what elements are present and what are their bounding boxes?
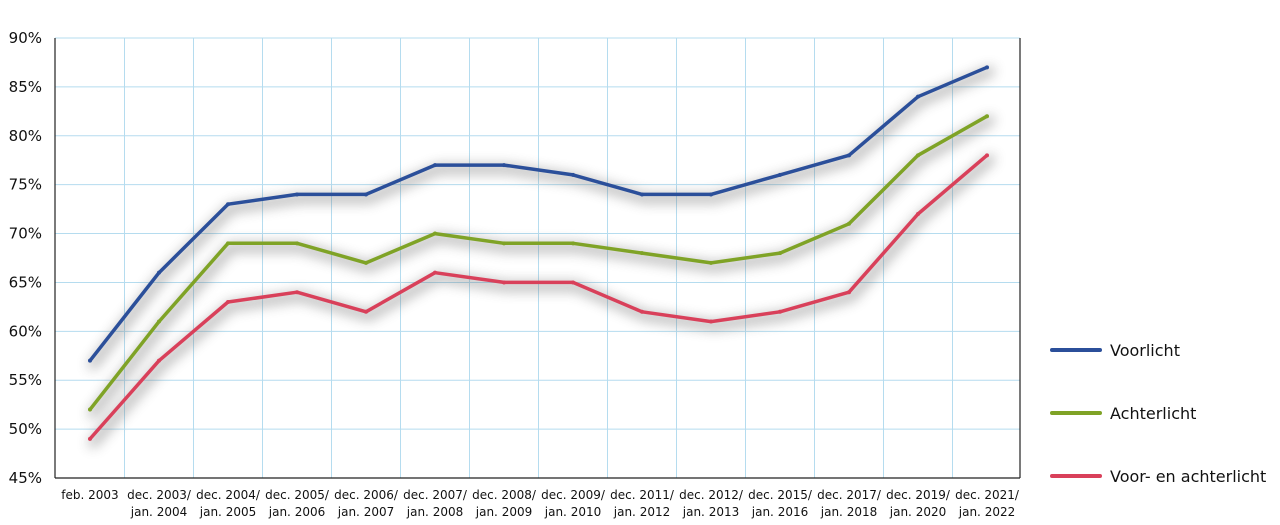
data-point bbox=[571, 241, 575, 246]
data-point bbox=[88, 436, 92, 441]
data-point bbox=[916, 153, 920, 158]
x-tick-label: dec. 2006/jan. 2007 bbox=[334, 488, 399, 519]
data-point bbox=[640, 309, 644, 314]
series-lines bbox=[88, 65, 989, 441]
x-tick-label: dec. 2012/jan. 2013 bbox=[679, 488, 744, 519]
data-point bbox=[502, 163, 506, 168]
data-point bbox=[295, 290, 299, 295]
legend-label: Voorlicht bbox=[1110, 341, 1180, 360]
x-tick-label: dec. 2005/jan. 2006 bbox=[265, 488, 330, 519]
series-shadow bbox=[88, 66, 995, 370]
data-point bbox=[157, 270, 161, 275]
y-tick-label: 70% bbox=[9, 225, 42, 243]
y-tick-label: 85% bbox=[9, 78, 42, 96]
legend-label: Achterlicht bbox=[1110, 404, 1196, 423]
x-tick-label: dec. 2019/jan. 2020 bbox=[886, 488, 951, 519]
x-tick-label: dec. 2008/jan. 2009 bbox=[472, 488, 537, 519]
data-point bbox=[295, 192, 299, 197]
x-tick-label: feb. 2003 bbox=[61, 488, 118, 502]
data-point bbox=[226, 300, 230, 304]
data-point bbox=[88, 358, 92, 363]
data-point bbox=[433, 163, 437, 168]
y-tick-label: 60% bbox=[9, 322, 42, 340]
data-point bbox=[88, 407, 92, 412]
y-tick-label: 75% bbox=[9, 176, 42, 194]
x-tick-label: dec. 2009/jan. 2010 bbox=[541, 488, 606, 519]
data-point bbox=[640, 192, 644, 197]
data-point bbox=[916, 94, 920, 99]
y-tick-label: 55% bbox=[9, 371, 42, 389]
data-point bbox=[985, 114, 989, 119]
data-point bbox=[157, 358, 161, 363]
data-point bbox=[916, 212, 920, 216]
data-point bbox=[502, 241, 506, 246]
series-shadow bbox=[88, 115, 995, 419]
data-point bbox=[295, 241, 299, 246]
legend-label: Voor- en achterlicht bbox=[1110, 467, 1266, 486]
data-point bbox=[226, 241, 230, 246]
x-tick-label: dec. 2015/jan. 2016 bbox=[748, 488, 813, 519]
data-point bbox=[709, 260, 713, 265]
series-line-voor-en-achterlicht bbox=[88, 153, 989, 441]
y-tick-label: 50% bbox=[9, 420, 42, 438]
data-point bbox=[709, 192, 713, 197]
data-point bbox=[640, 251, 644, 256]
data-point bbox=[847, 221, 851, 226]
series-shadows bbox=[88, 66, 995, 448]
axes bbox=[54, 38, 1021, 479]
data-point bbox=[502, 280, 506, 285]
data-point bbox=[709, 319, 713, 324]
data-point bbox=[847, 153, 851, 158]
y-axis-ticks: 45% 50% 55% 60% 65% 70% 75% 80% 85% 90% bbox=[9, 29, 42, 487]
x-tick-label: dec. 2017/jan. 2018 bbox=[817, 488, 882, 519]
y-tick-label: 65% bbox=[9, 273, 42, 291]
legend: Voorlicht Achterlicht Voor- en achterlicht bbox=[1050, 341, 1266, 486]
data-point bbox=[364, 260, 368, 265]
series-line-achterlicht bbox=[88, 114, 989, 412]
data-point bbox=[985, 153, 989, 158]
x-tick-label: dec. 2011/jan. 2012 bbox=[610, 488, 675, 519]
data-point bbox=[985, 65, 989, 70]
data-point bbox=[364, 309, 368, 314]
data-point bbox=[778, 172, 782, 177]
data-point bbox=[226, 202, 230, 207]
y-tick-label: 80% bbox=[9, 127, 42, 145]
x-tick-label: dec. 2021/jan. 2022 bbox=[955, 488, 1020, 519]
data-point bbox=[778, 251, 782, 256]
data-point bbox=[571, 172, 575, 177]
x-tick-label: dec. 2003/jan. 2004 bbox=[127, 488, 192, 519]
x-tick-label: dec. 2004/jan. 2005 bbox=[196, 488, 261, 519]
series-line-voorlicht bbox=[88, 65, 989, 363]
y-tick-label: 45% bbox=[9, 469, 42, 487]
data-point bbox=[571, 280, 575, 285]
data-point bbox=[364, 192, 368, 197]
series-shadow bbox=[88, 154, 995, 448]
data-point bbox=[778, 309, 782, 314]
data-point bbox=[847, 290, 851, 295]
grid bbox=[55, 37, 1020, 478]
y-tick-label: 90% bbox=[9, 29, 42, 47]
data-point bbox=[433, 231, 437, 236]
data-point bbox=[157, 319, 161, 324]
data-point bbox=[433, 270, 437, 275]
x-tick-label: dec. 2007/jan. 2008 bbox=[403, 488, 468, 519]
